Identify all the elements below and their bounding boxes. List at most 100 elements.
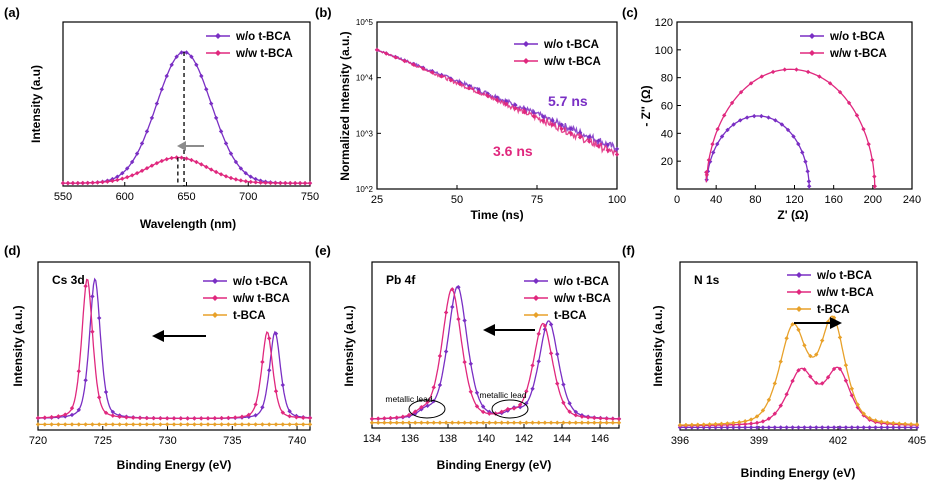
data-point [253, 402, 258, 407]
y-axis-label: - Z'' (Ω) [639, 85, 653, 126]
data-point [56, 422, 61, 427]
data-point [103, 422, 109, 427]
metallic-lead-ellipse [491, 399, 529, 419]
data-point [144, 166, 150, 171]
data-point [137, 422, 143, 427]
data-point [542, 323, 548, 329]
data-point [711, 150, 716, 155]
data-point [239, 422, 245, 427]
data-point [65, 180, 71, 186]
y-tick-label: 100 [655, 45, 673, 57]
data-point [561, 400, 566, 405]
data-point [468, 420, 473, 425]
metallic-lead-label: metallic lead [385, 394, 433, 404]
data-point [287, 414, 292, 419]
data-point [713, 421, 718, 427]
data-point [134, 151, 140, 156]
data-point [105, 179, 110, 184]
data-point [120, 171, 125, 176]
data-point [791, 134, 796, 139]
legend-marker [212, 312, 218, 318]
legend-label: t-BCA [233, 310, 266, 322]
data-point [585, 420, 591, 425]
shift-arrow-head [830, 317, 842, 329]
legend-marker [809, 33, 815, 39]
panel-e: 134 136 138 140 142 144 146 Binding Energy (eV)… [342, 261, 622, 472]
data-point [273, 331, 279, 336]
data-point [75, 180, 81, 186]
data-point [820, 381, 825, 386]
x-tick-label: 405 [908, 435, 926, 447]
data-point [69, 405, 75, 411]
data-point [885, 420, 890, 425]
data-point [843, 425, 849, 430]
data-point [400, 414, 406, 419]
x-tick-label: 80 [749, 194, 761, 206]
data-point [189, 54, 194, 59]
data-point [748, 417, 754, 422]
panel-b: 25 50 75 100 10^2 10^3 10^4 10^5 Time (ns) Normal… [338, 18, 626, 222]
legend-label: w/o t-BCA [553, 276, 609, 288]
data-point [115, 174, 120, 179]
data-point [76, 422, 81, 427]
data-point [42, 422, 47, 427]
x-tick-label: 700 [239, 191, 257, 203]
data-point [573, 420, 578, 425]
data-point [117, 422, 122, 427]
data-point [831, 425, 837, 430]
data-point [253, 413, 258, 418]
data-point [536, 420, 541, 425]
data-point [540, 118, 546, 123]
x-tick-label: 0 [674, 194, 680, 206]
data-point [573, 413, 578, 418]
legend-marker [533, 278, 539, 284]
data-point [548, 420, 554, 425]
data-point [158, 422, 163, 427]
data-point [248, 179, 253, 185]
nyquist-arc [705, 68, 876, 190]
data-point [766, 416, 772, 421]
data-point [165, 422, 170, 427]
data-point [861, 425, 866, 430]
data-point [125, 166, 130, 171]
data-point [540, 114, 546, 119]
data-point [825, 425, 831, 430]
data-point [462, 359, 467, 365]
data-point [419, 404, 424, 410]
data-point [885, 425, 890, 430]
nyquist-arc [705, 115, 810, 189]
data-point [209, 167, 214, 172]
data-point [754, 425, 760, 430]
data-point [846, 100, 852, 106]
data-point [587, 134, 592, 139]
data-point [280, 382, 285, 388]
data-point [766, 397, 772, 403]
shift-arrow-head [483, 324, 495, 336]
data-point [487, 420, 492, 425]
data-point [577, 135, 583, 140]
data-point [212, 422, 217, 427]
data-point [402, 58, 407, 64]
data-point [719, 425, 724, 430]
data-point [301, 415, 306, 420]
data-point [531, 114, 537, 119]
data-point [223, 141, 229, 146]
plot-frame [376, 21, 618, 190]
data-point [218, 172, 224, 177]
data-point [233, 177, 239, 182]
x-tick-label: 75 [531, 194, 543, 206]
data-point [522, 110, 527, 115]
data-point [719, 134, 725, 139]
legend-marker [212, 295, 218, 301]
data-point [715, 141, 720, 147]
data-point [425, 403, 430, 408]
x-tick-label: 750 [301, 191, 319, 203]
x-tick-label: 144 [553, 433, 571, 445]
y-axis-label: Intensity (a.u.) [11, 305, 25, 386]
data-point [246, 412, 251, 418]
data-point [837, 335, 843, 340]
data-point [784, 336, 789, 341]
data-point [278, 180, 283, 186]
data-point [808, 353, 813, 359]
data-point [796, 368, 801, 373]
